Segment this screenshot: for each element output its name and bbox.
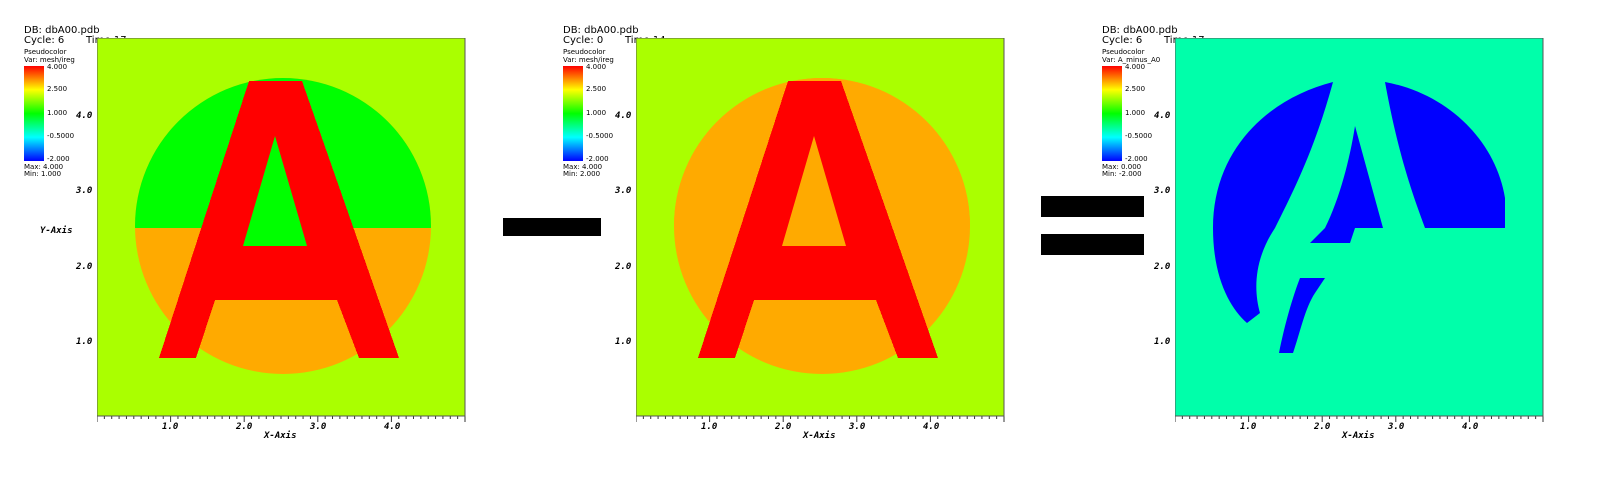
var-label: Var: A_minus_A0 bbox=[1102, 56, 1161, 64]
minus-sign bbox=[503, 218, 601, 236]
plot-area bbox=[1175, 38, 1544, 422]
plot-area bbox=[97, 38, 466, 422]
y-tick: 2.0 bbox=[1154, 262, 1171, 272]
max-label: Max: 4.000 bbox=[563, 163, 603, 171]
diff-left-lobe bbox=[1213, 82, 1333, 323]
colorbar bbox=[1102, 66, 1122, 161]
cycle-label: Cycle: 0 bbox=[563, 35, 604, 46]
plot-type-label: Pseudocolor bbox=[24, 48, 67, 56]
x-axis-title: X-Axis bbox=[1342, 431, 1375, 441]
y-tick: 4.0 bbox=[76, 111, 93, 121]
colorbar bbox=[24, 66, 44, 161]
y-tick: 3.0 bbox=[615, 186, 632, 196]
x-tick: 3.0 bbox=[849, 422, 866, 432]
cycle-label: Cycle: 6 bbox=[24, 35, 65, 46]
plot-area bbox=[636, 38, 1005, 422]
colorbar-tick: -0.5000 bbox=[586, 132, 614, 140]
equals-sign-bottom bbox=[1041, 234, 1144, 255]
y-tick: 4.0 bbox=[615, 111, 632, 121]
y-tick: 3.0 bbox=[76, 186, 93, 196]
x-tick: 1.0 bbox=[162, 422, 179, 432]
y-tick: 1.0 bbox=[76, 337, 93, 347]
y-tick: 2.0 bbox=[76, 262, 93, 272]
x-tick: 3.0 bbox=[310, 422, 327, 432]
diff-lower-sliver bbox=[1279, 278, 1325, 353]
colorbar-tick: -0.5000 bbox=[47, 132, 75, 140]
colorbar-tick: -2.000 bbox=[586, 155, 609, 163]
colorbar-tick: -0.5000 bbox=[1125, 132, 1153, 140]
max-label: Max: 4.000 bbox=[24, 163, 64, 171]
x-tick: 4.0 bbox=[384, 422, 401, 432]
y-tick: 1.0 bbox=[615, 337, 632, 347]
x-tick: 2.0 bbox=[236, 422, 253, 432]
equals-sign-top bbox=[1041, 196, 1144, 217]
x-tick: 2.0 bbox=[775, 422, 792, 432]
panel-3: DB: dbA00.pdb Cycle: 6 Time:17 Pseudocol… bbox=[1078, 0, 1598, 500]
diff-inner-wedge bbox=[1310, 126, 1383, 243]
y-tick: 1.0 bbox=[1154, 337, 1171, 347]
colorbar-tick: 2.500 bbox=[586, 85, 607, 93]
colorbar-tick: 1.000 bbox=[47, 109, 68, 117]
panel-1: DB: dbA00.pdb Cycle: 6 Time:17 Pseudocol… bbox=[0, 0, 520, 500]
y-tick: 2.0 bbox=[615, 262, 632, 272]
min-label: Min: 2.000 bbox=[563, 170, 601, 178]
x-axis-title: X-Axis bbox=[264, 431, 297, 441]
x-tick: 1.0 bbox=[1240, 422, 1257, 432]
plot-type-label: Pseudocolor bbox=[1102, 48, 1145, 56]
x-tick: 2.0 bbox=[1314, 422, 1331, 432]
x-tick: 4.0 bbox=[1462, 422, 1479, 432]
db-label: DB: dbA00.pdb bbox=[24, 25, 100, 36]
max-label: Max: 0.000 bbox=[1102, 163, 1142, 171]
letter-a-counter bbox=[243, 136, 307, 246]
colorbar-tick: 1.000 bbox=[1125, 109, 1146, 117]
x-axis-title: X-Axis bbox=[803, 431, 836, 441]
y-tick: 3.0 bbox=[1154, 186, 1171, 196]
colorbar-tick: 4.000 bbox=[1125, 63, 1146, 71]
y-tick: 4.0 bbox=[1154, 111, 1171, 121]
letter-a-counter bbox=[782, 136, 846, 246]
plot-type-label: Pseudocolor bbox=[563, 48, 606, 56]
colorbar-tick: -2.000 bbox=[47, 155, 70, 163]
colorbar-tick: 4.000 bbox=[586, 63, 607, 71]
cycle-label: Cycle: 6 bbox=[1102, 35, 1143, 46]
db-label: DB: dbA00.pdb bbox=[563, 25, 639, 36]
x-tick: 4.0 bbox=[923, 422, 940, 432]
colorbar-tick: 2.500 bbox=[1125, 85, 1146, 93]
db-label: DB: dbA00.pdb bbox=[1102, 25, 1178, 36]
var-label: Var: mesh/ireg bbox=[24, 56, 75, 64]
x-tick: 3.0 bbox=[1388, 422, 1405, 432]
colorbar-tick: 1.000 bbox=[586, 109, 607, 117]
y-axis-title: Y-Axis bbox=[40, 226, 73, 236]
min-label: Min: 1.000 bbox=[24, 170, 62, 178]
var-label: Var: mesh/ireg bbox=[563, 56, 614, 64]
panel-2: DB: dbA00.pdb Cycle: 0 Time:14 Pseudocol… bbox=[539, 0, 1059, 500]
colorbar-tick: -2.000 bbox=[1125, 155, 1148, 163]
plot-border bbox=[1175, 38, 1544, 417]
min-label: Min: -2.000 bbox=[1102, 170, 1142, 178]
colorbar-tick: 2.500 bbox=[47, 85, 68, 93]
colorbar-tick: 4.000 bbox=[47, 63, 68, 71]
colorbar bbox=[563, 66, 583, 161]
x-tick: 1.0 bbox=[701, 422, 718, 432]
plot-border bbox=[636, 38, 1005, 417]
diff-right-lobe bbox=[1385, 82, 1505, 228]
plot-border bbox=[97, 38, 466, 417]
